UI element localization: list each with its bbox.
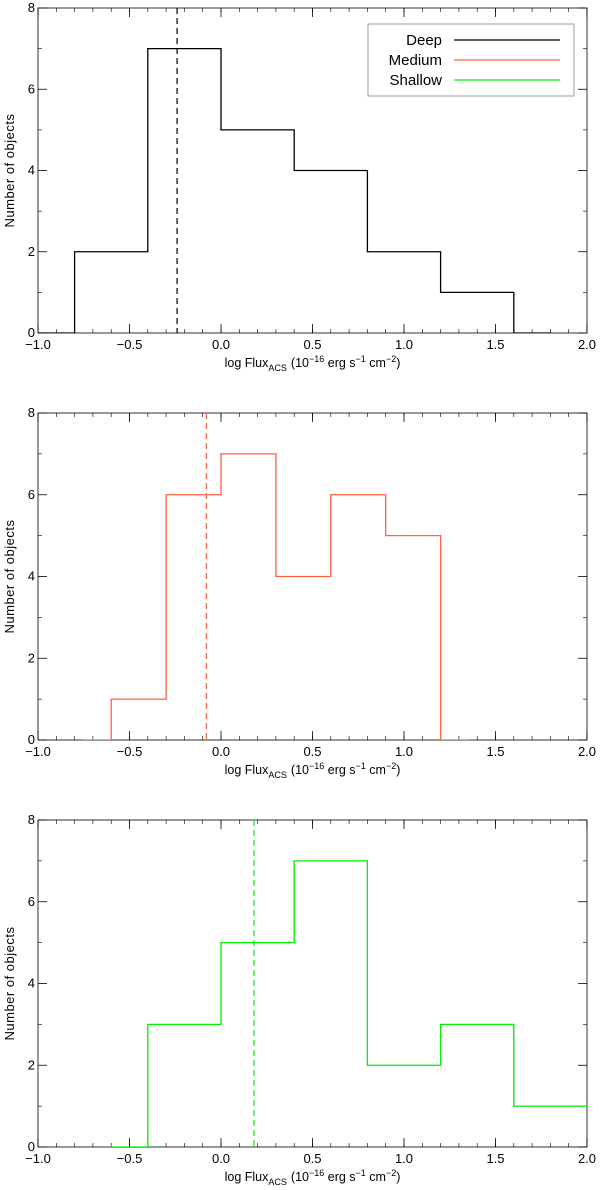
x-tick-label: 0.0: [212, 744, 230, 759]
x-tick-label: 1.5: [486, 744, 504, 759]
x-axis-label: log FluxACS (10−16 erg s−1 cm−2): [225, 354, 401, 373]
x-tick-label: −1.0: [25, 1151, 51, 1166]
y-tick-label: 4: [28, 976, 35, 991]
x-tick-label: −1.0: [25, 744, 51, 759]
x-tick-label: 0.5: [303, 744, 321, 759]
y-tick-label: 0: [28, 325, 35, 340]
x-axis-label-xlabel-exp2: −1: [356, 761, 366, 771]
legend: Deep Medium Shallow: [367, 23, 575, 97]
x-tick-label: 1.0: [395, 744, 413, 759]
y-tick-label: 2: [28, 650, 35, 665]
y-tick-label: 6: [28, 894, 35, 909]
y-tick-label: 2: [28, 1057, 35, 1072]
x-axis-label: log FluxACS (10−16 erg s−1 cm−2): [225, 1168, 401, 1187]
x-axis-label-xlabel-exp1: −16: [309, 761, 324, 771]
x-axis-label-xlabel-exp3: −2: [386, 354, 396, 364]
x-axis-label-xlabel-units-post: ): [396, 356, 400, 370]
x-axis-label-xlabel-exp1: −16: [309, 354, 324, 364]
y-tick-label: 0: [28, 732, 35, 747]
y-tick-label: 4: [28, 569, 35, 584]
y-axis-label: Number of objects: [2, 114, 17, 228]
y-axis-label: Number of objects: [2, 927, 17, 1041]
x-axis-label-xlabel-exp2: −1: [356, 1168, 366, 1178]
x-tick-label: 1.0: [395, 1151, 413, 1166]
x-tick-label: 0.0: [212, 337, 230, 352]
y-tick-label: 4: [28, 163, 35, 178]
x-tick-label: 1.5: [486, 1151, 504, 1166]
x-tick-label: 0.0: [212, 1151, 230, 1166]
y-tick-label: 8: [28, 405, 35, 420]
x-axis-label-xlabel-units-mid2: cm: [366, 356, 386, 370]
y-tick-label: 8: [28, 812, 35, 827]
x-axis-label-xlabel-sub: ACS: [268, 363, 287, 373]
y-tick-label: 0: [28, 1139, 35, 1154]
x-axis-label-xlabel-sub: ACS: [268, 770, 287, 780]
x-axis-label-xlabel-main: log Flux: [225, 356, 270, 370]
plot-frame: [37, 819, 588, 1148]
x-tick-label: 2.0: [578, 1151, 596, 1166]
x-axis-label: log FluxACS (10−16 erg s−1 cm−2): [225, 761, 401, 780]
y-tick-label: 2: [28, 244, 35, 259]
histogram-panel-1: −1.0 −0.5 0.0 0.5 1.0 1.5 2.0 0 2 4 6 8 Number of ob…: [2, 0, 596, 373]
x-axis-label-xlabel-units-post: ): [396, 763, 400, 777]
legend-label-deep: Deep: [406, 32, 442, 49]
x-axis-label-xlabel-units-pre: (10: [291, 763, 309, 777]
x-axis-label-xlabel-units-mid2: cm: [366, 1170, 386, 1184]
y-tick-label: 6: [28, 81, 35, 96]
x-tick-label: 2.0: [578, 744, 596, 759]
x-tick-label: 0.5: [303, 1151, 321, 1166]
x-tick-label: −1.0: [25, 337, 51, 352]
x-tick-label: 2.0: [578, 337, 596, 352]
histogram-panel-3: −1.0 −0.5 0.0 0.5 1.0 1.5 2.0 0 2 4 6 8 Number of ob…: [2, 812, 596, 1187]
x-tick-label: 0.5: [303, 337, 321, 352]
legend-label-shallow: Shallow: [389, 72, 442, 89]
x-tick-label: −0.5: [117, 744, 143, 759]
x-axis-label-xlabel-units-post: ): [396, 1170, 400, 1184]
x-axis-label-xlabel-units-pre: (10: [291, 1170, 309, 1184]
x-tick-label: 1.0: [395, 337, 413, 352]
histogram-series: [83, 453, 469, 740]
histogram-series: [110, 860, 587, 1147]
y-tick-label: 8: [28, 0, 35, 15]
x-axis-label-xlabel-exp1: −16: [309, 1168, 324, 1178]
y-axis-label: Number of objects: [2, 520, 17, 634]
x-axis-label-xlabel-exp3: −2: [386, 761, 396, 771]
x-axis-label-xlabel-main: log Flux: [225, 1170, 270, 1184]
x-axis-label-xlabel-main: log Flux: [225, 763, 270, 777]
x-tick-label: −0.5: [117, 1151, 143, 1166]
x-axis-label-xlabel-units-mid1: erg s: [324, 356, 355, 370]
x-axis-label-xlabel-units-mid2: cm: [366, 763, 386, 777]
x-axis-label-xlabel-units-mid1: erg s: [324, 763, 355, 777]
x-tick-label: 1.5: [486, 337, 504, 352]
histogram-series: [38, 47, 552, 333]
x-axis-label-xlabel-units-mid1: erg s: [324, 1170, 355, 1184]
x-tick-label: −0.5: [117, 337, 143, 352]
x-axis-label-xlabel-units-pre: (10: [291, 356, 309, 370]
x-axis-label-xlabel-sub: ACS: [268, 1177, 287, 1187]
x-axis-label-xlabel-exp2: −1: [356, 354, 366, 364]
x-axis-label-xlabel-exp3: −2: [386, 1168, 396, 1178]
histogram-panel-2: −1.0 −0.5 0.0 0.5 1.0 1.5 2.0 0 2 4 6 8 Number of ob…: [2, 405, 596, 780]
y-tick-label: 6: [28, 487, 35, 502]
legend-label-medium: Medium: [389, 52, 442, 69]
